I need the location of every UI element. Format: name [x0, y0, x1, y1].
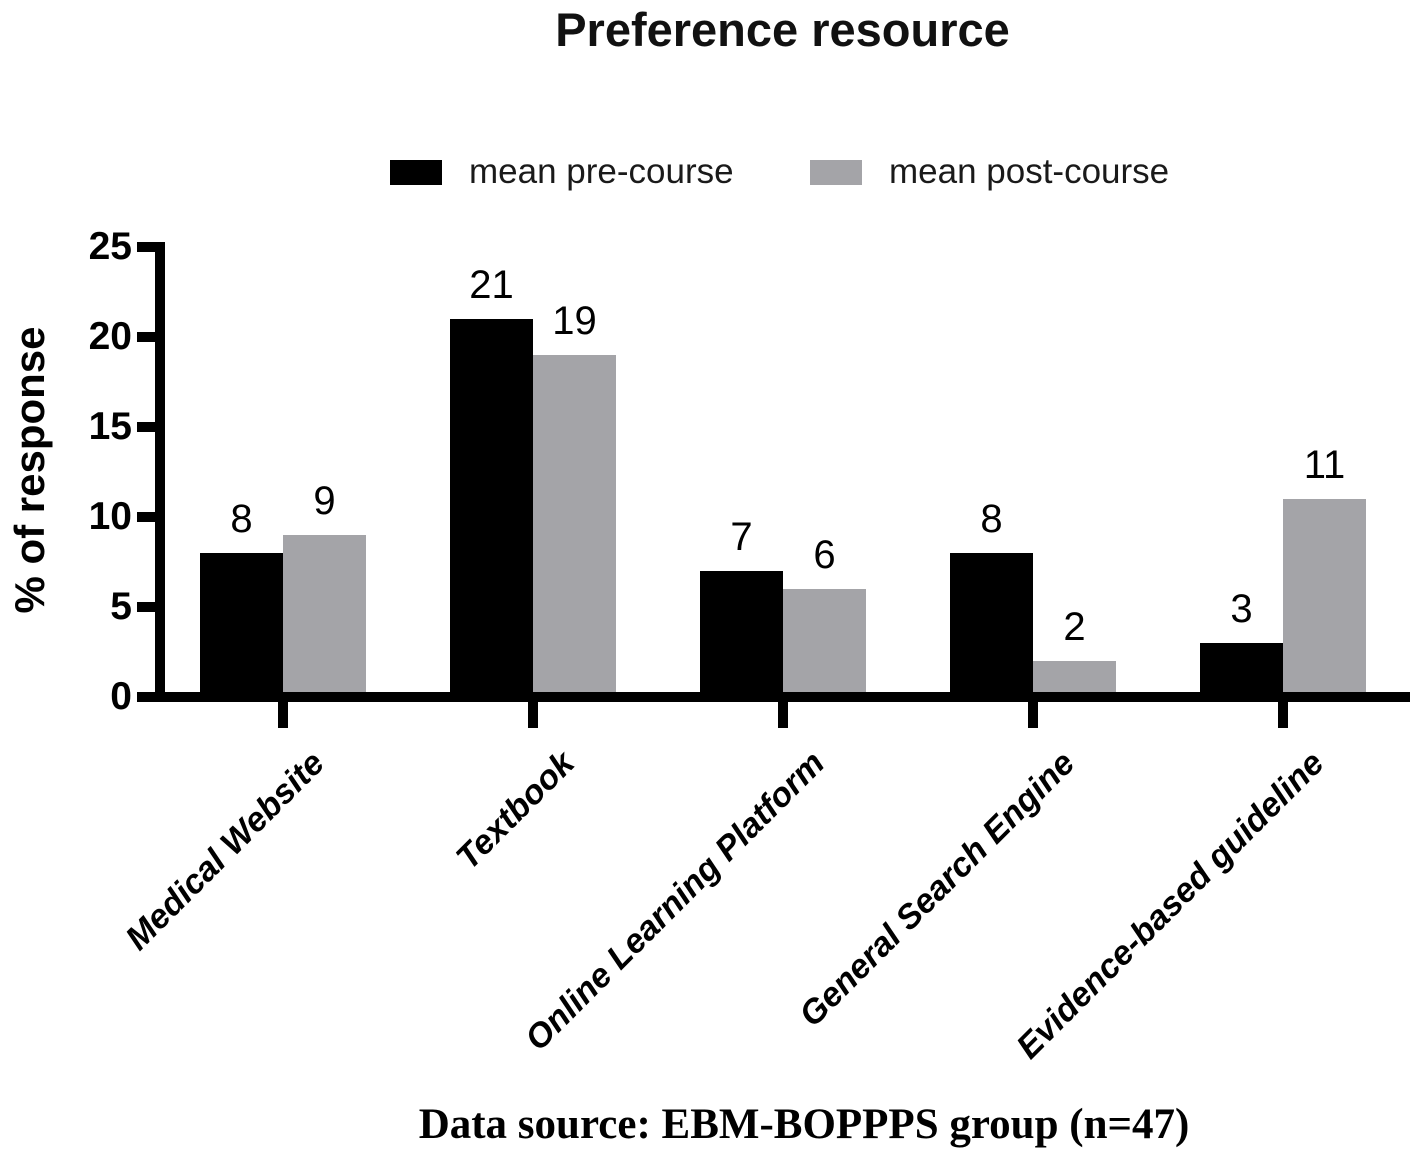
x-axis-line: [155, 692, 1410, 702]
bar-post-course: [283, 535, 366, 697]
y-tick-label: 5: [110, 585, 132, 628]
legend-swatch-pre-course-icon: [390, 159, 442, 185]
bar-value-label: 19: [552, 299, 597, 343]
legend-label-post-course: mean post-course: [889, 152, 1170, 191]
bar-value-label: 7: [730, 515, 753, 559]
bar-post-course: [783, 589, 866, 697]
category-label: Medical Website: [118, 744, 332, 958]
bar-pre-course: [700, 571, 783, 697]
y-tick-mark: [137, 692, 165, 702]
legend-item-pre-course: mean pre-course: [390, 152, 734, 191]
y-tick-label: 10: [88, 495, 132, 538]
x-tick-mark: [1278, 697, 1288, 728]
bar-value-label: 2: [1063, 605, 1086, 649]
y-tick-label: 0: [110, 675, 132, 718]
legend-item-post-course: mean post-course: [810, 152, 1169, 191]
y-tick-mark: [137, 602, 165, 612]
x-tick-mark: [528, 697, 538, 728]
y-tick-mark: [137, 332, 165, 342]
y-tick-label: 15: [88, 405, 132, 448]
y-tick-label: 25: [88, 225, 132, 268]
x-tick-mark: [278, 697, 288, 728]
category-label: General Search Engine: [791, 744, 1082, 1035]
bar-value-label: 9: [313, 479, 336, 523]
bar-post-course: [1033, 661, 1116, 697]
bar-value-label: 6: [813, 533, 836, 577]
y-tick-mark: [137, 422, 165, 432]
bar-post-course: [533, 355, 616, 697]
legend-swatch-post-course-icon: [810, 159, 862, 185]
bar-pre-course: [450, 319, 533, 697]
x-tick-mark: [1028, 697, 1038, 728]
bar-value-label: 3: [1230, 587, 1253, 631]
legend-label-pre-course: mean pre-course: [469, 152, 734, 191]
y-axis-line: [155, 242, 165, 702]
chart-title: Preference resource: [555, 3, 1010, 56]
bar-value-label: 11: [1303, 443, 1346, 487]
bar-value-label: 8: [230, 497, 253, 541]
bar-pre-course: [950, 553, 1033, 697]
y-tick-label: 20: [88, 315, 132, 358]
category-label: Online Learning Platform: [517, 744, 832, 1059]
bar-post-course: [1283, 499, 1366, 697]
bar-pre-course: [1200, 643, 1283, 697]
x-tick-mark: [778, 697, 788, 728]
category-label: Textbook: [449, 744, 582, 877]
y-tick-mark: [137, 512, 165, 522]
data-source-caption: Data source: EBM-BOPPPS group (n=47): [418, 1101, 1190, 1148]
y-tick-mark: [137, 242, 165, 252]
bar-value-label: 21: [469, 263, 514, 307]
bar-pre-course: [200, 553, 283, 697]
bar-value-label: 8: [980, 497, 1003, 541]
